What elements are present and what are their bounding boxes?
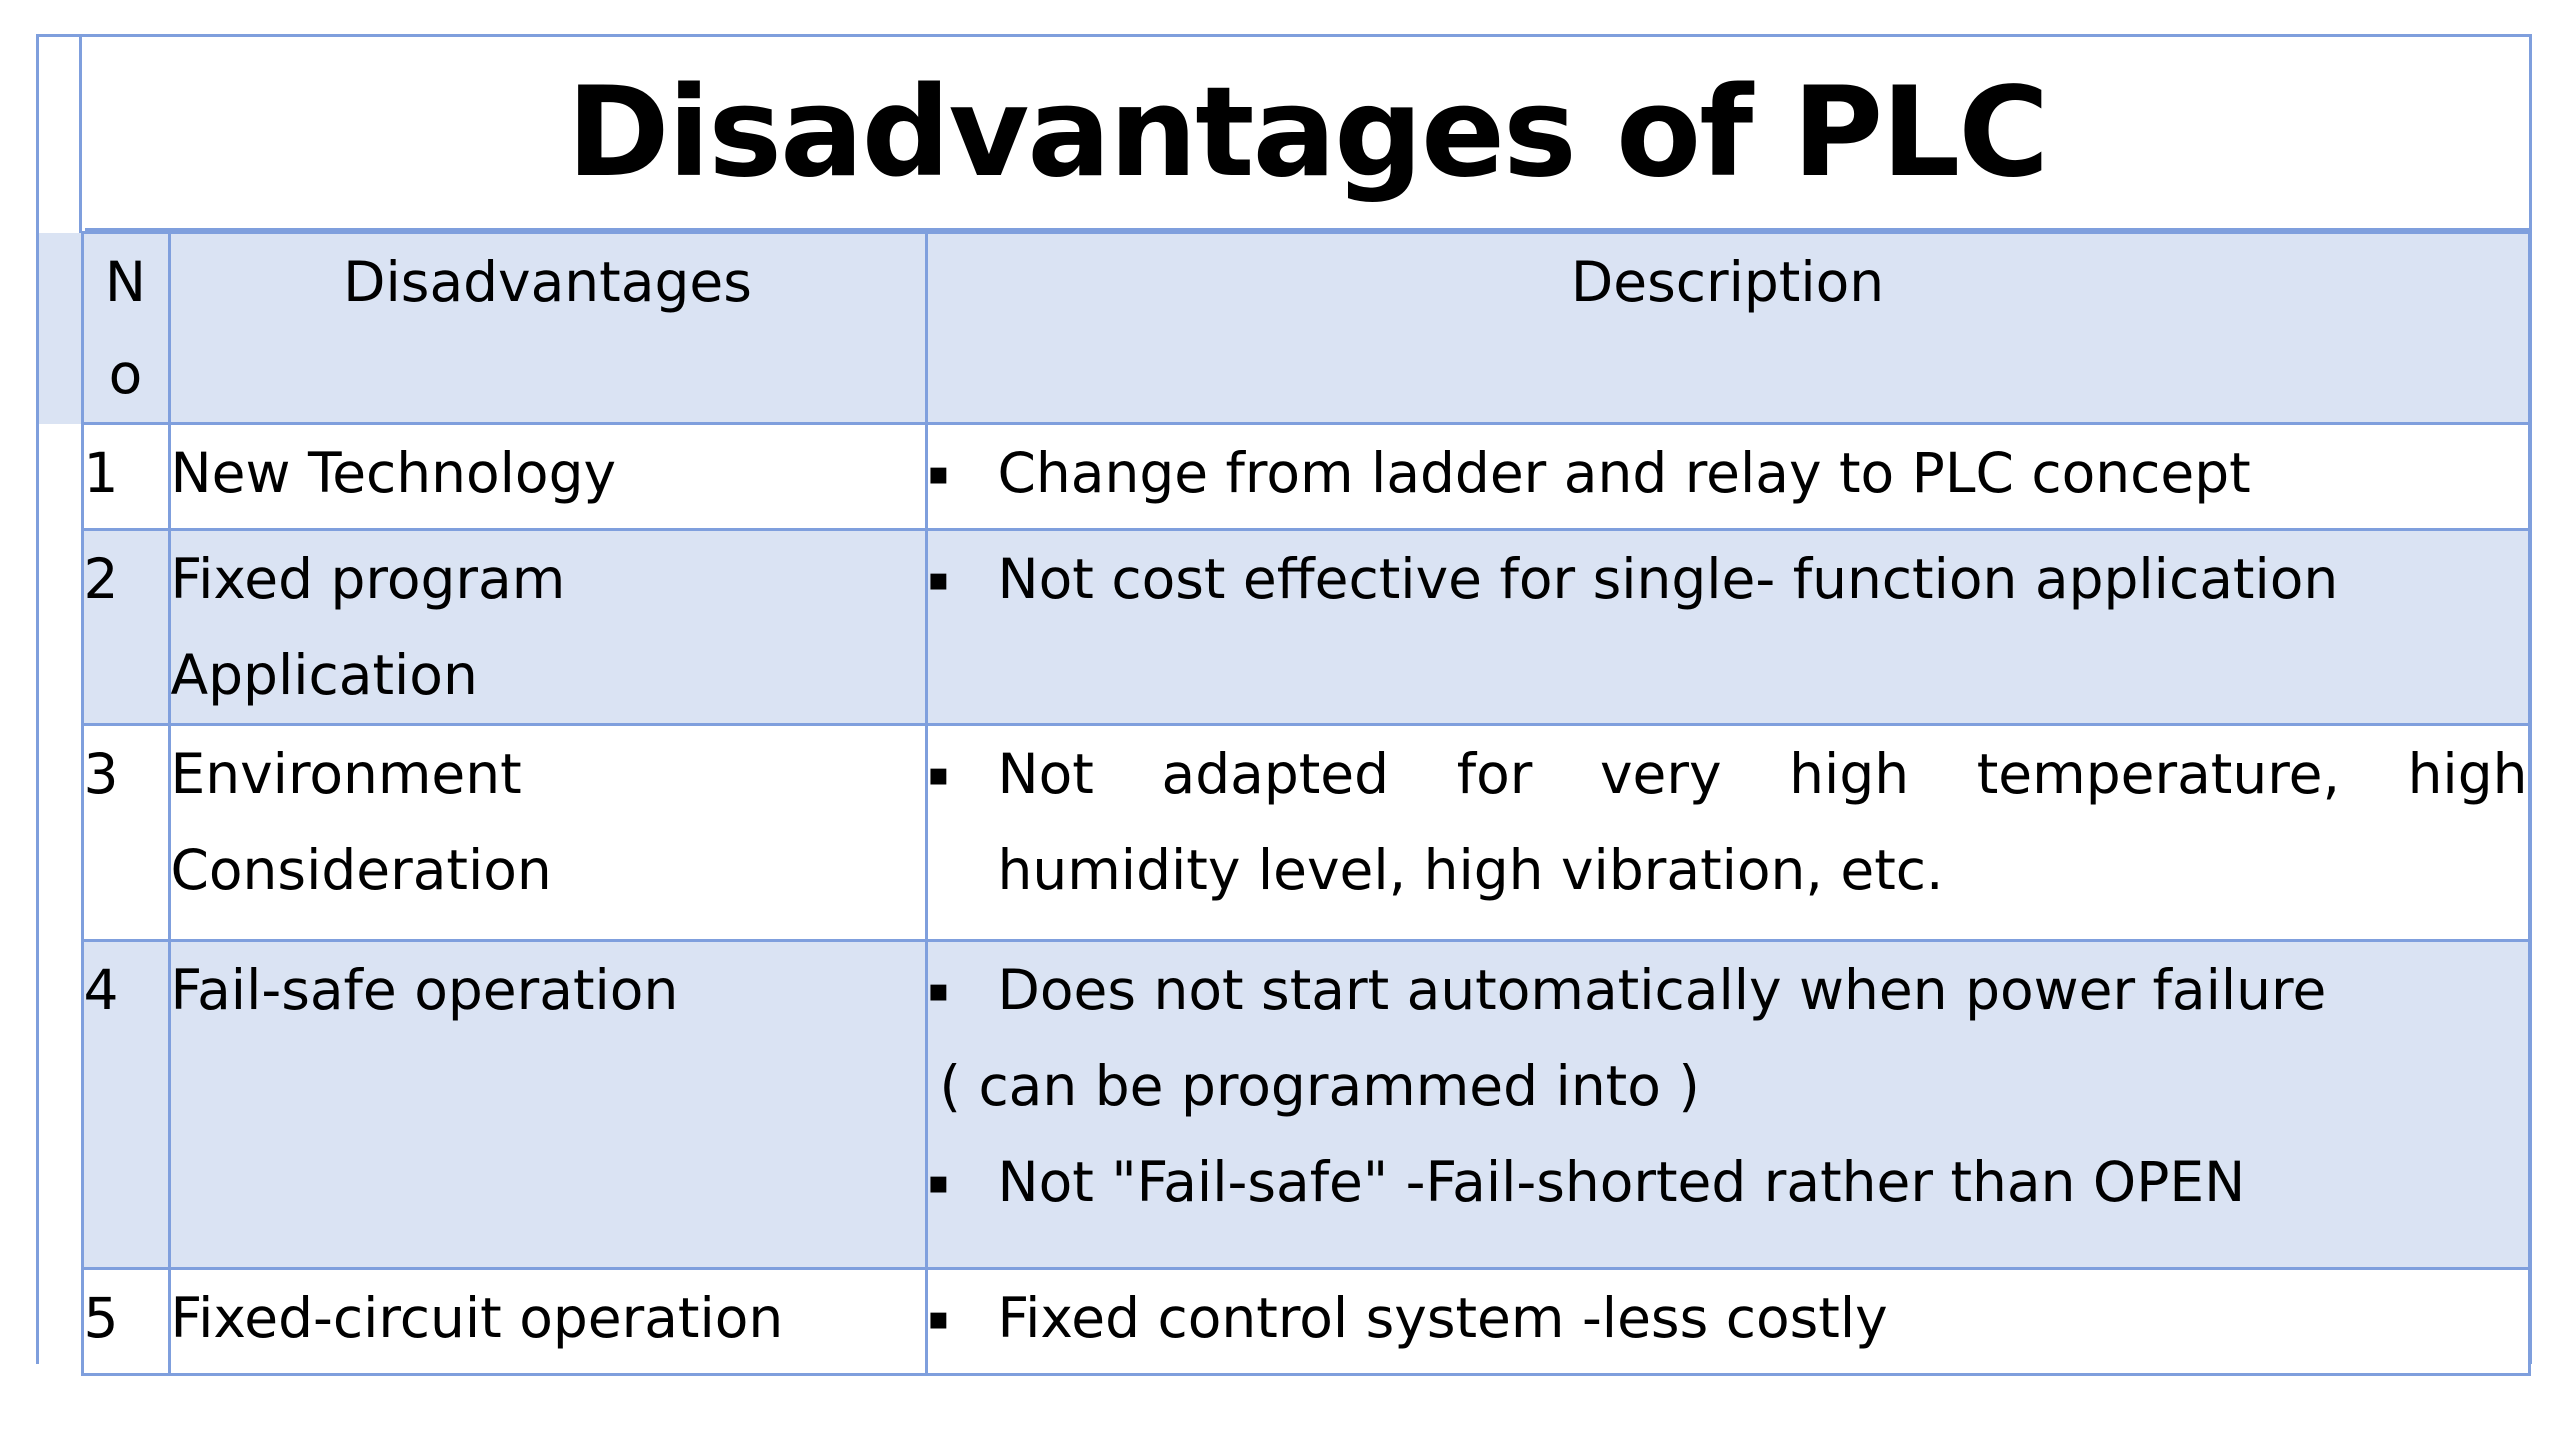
- disadvantage-cell: Fixed-circuit operation: [167, 1267, 928, 1376]
- square-bullet-icon: ▪: [927, 1299, 950, 1337]
- table-row: 4 Fail-safe operation ▪ Does not start auto…: [39, 939, 2531, 1270]
- strip-cell: [39, 940, 84, 1269]
- description-bullet-item: ▪ Not "Fail-safe" -Fail-shorted rather th…: [928, 1134, 2528, 1230]
- header-no: N o: [80, 231, 171, 425]
- description-cell: ▪ Not cost effective for single- function…: [924, 528, 2531, 726]
- description-cell: ▪ Does not start automatically when power…: [924, 939, 2531, 1270]
- row-number: 4: [80, 939, 171, 1270]
- strip-cell: [39, 529, 84, 725]
- description-bullet-item: ▪ Fixed control system -less costly: [928, 1270, 2528, 1366]
- disadvantage-text: Fixed program: [170, 547, 566, 611]
- description-bullet-item: ▪ Not adapted for very high temperature, …: [928, 726, 2528, 822]
- description-text: Not cost effective for single- function …: [997, 547, 2339, 611]
- disadvantages-table: N o Disadvantages Description 1 New Techn…: [39, 231, 2531, 1376]
- slide-title: Disadvantages of PLC: [85, 37, 2529, 231]
- disadvantage-cell: Environment Consideration: [167, 723, 928, 942]
- disadvantage-text: Consideration: [170, 838, 552, 902]
- header-no-line2: o: [108, 342, 143, 406]
- description-text: Does not start automatically when power …: [997, 958, 2327, 1022]
- disadvantage-text: Fail-safe operation: [170, 958, 679, 1022]
- disadvantage-cell: Fixed program Application: [167, 528, 928, 726]
- table-row: 1 New Technology ▪ Change from ladder and r…: [39, 422, 2531, 531]
- disadvantage-text: Application: [170, 643, 478, 707]
- description-bullet-item: ▪ Change from ladder and relay to PLC con…: [928, 425, 2528, 521]
- row-number: 5: [80, 1267, 171, 1376]
- header-description: Description: [924, 231, 2531, 425]
- table-body: 1 New Technology ▪ Change from ladder and r…: [39, 422, 2531, 1376]
- disadvantage-text: New Technology: [170, 441, 617, 505]
- disadvantage-text: Fixed-circuit operation: [170, 1286, 784, 1350]
- description-bullet-item: ▪ Does not start automatically when power…: [928, 942, 2528, 1038]
- row-number: 2: [80, 528, 171, 726]
- square-bullet-icon: ▪: [927, 1163, 950, 1201]
- description-text: ( can be programmed into ): [939, 1054, 1700, 1118]
- strip-cell: [39, 423, 84, 530]
- square-bullet-icon: ▪: [927, 560, 950, 598]
- disadvantage-cell: New Technology: [167, 422, 928, 531]
- strip-cell: [39, 724, 84, 941]
- table-row: 3 Environment Consideration ▪ Not adapted fo…: [39, 723, 2531, 942]
- row-number: 1: [80, 422, 171, 531]
- table-row: 2 Fixed program Application ▪ Not cost effec…: [39, 528, 2531, 726]
- slide-frame: Disadvantages of PLC N o Disadvantages D…: [36, 34, 2532, 1376]
- header-no-line1: N: [104, 250, 147, 314]
- strip-cell: [39, 1268, 84, 1375]
- description-text: Change from ladder and relay to PLC conc…: [997, 441, 2251, 505]
- row-number: 3: [80, 723, 171, 942]
- description-text: humidity level, high vibration, etc.: [997, 838, 1944, 902]
- square-bullet-icon: ▪: [927, 454, 950, 492]
- description-text: Fixed control system -less costly: [997, 1286, 1888, 1350]
- description-cell: ▪ Not adapted for very high temperature, …: [924, 723, 2531, 942]
- strip-cell: [39, 232, 84, 424]
- header-disadvantages: Disadvantages: [167, 231, 928, 425]
- table-row: 5 Fixed-circuit operation ▪ Fixed control s…: [39, 1267, 2531, 1376]
- disadvantage-cell: Fail-safe operation: [167, 939, 928, 1270]
- description-cell: ▪ Change from ladder and relay to PLC con…: [924, 422, 2531, 531]
- description-text: Not adapted for very high temperature, h…: [997, 742, 2528, 806]
- square-bullet-icon: ▪: [927, 971, 950, 1009]
- description-cell: ▪ Fixed control system -less costly: [924, 1267, 2531, 1376]
- disadvantage-text: Environment: [170, 742, 522, 806]
- table-header-row: N o Disadvantages Description: [39, 231, 2531, 425]
- description-bullet-item: ▪ Not cost effective for single- function…: [928, 531, 2528, 627]
- square-bullet-icon: ▪: [927, 755, 950, 793]
- description-text: Not "Fail-safe" -Fail-shorted rather tha…: [997, 1150, 2246, 1214]
